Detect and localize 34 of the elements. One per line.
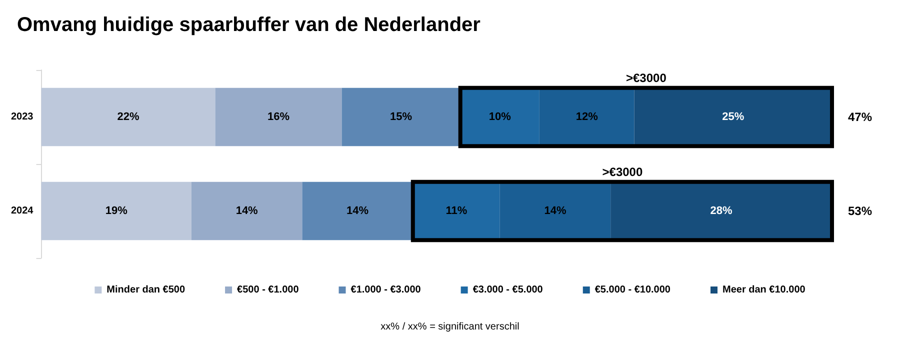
annotation: >€3000	[602, 164, 643, 179]
legend-label: Meer dan €10.000	[722, 284, 806, 296]
data-label: 15%	[390, 111, 412, 123]
bar	[539, 88, 634, 146]
annotation: 53%	[848, 204, 872, 218]
legend-label: Minder dan €500	[106, 284, 186, 296]
data-label: 28%	[710, 205, 733, 217]
y-tick-label: 2024	[10, 206, 34, 216]
bar	[342, 88, 460, 146]
data-label: 10%	[488, 111, 512, 123]
chart-title: Omvang huidige spaarbuffer van de Nederlander	[17, 14, 481, 36]
annotation: >€3000	[626, 70, 667, 85]
bar	[191, 182, 302, 240]
bar	[500, 182, 611, 240]
bar	[41, 182, 192, 240]
data-label: 14%	[236, 205, 258, 217]
data-label: 19%	[105, 205, 128, 217]
legend-label: €3.000 - €5.000	[472, 284, 544, 296]
data-label: 11%	[446, 205, 468, 217]
data-label: 14%	[346, 205, 369, 217]
data-label: 16%	[267, 111, 290, 123]
bar	[302, 182, 413, 240]
y-tick-label: 2023	[10, 112, 34, 122]
bar	[215, 88, 342, 146]
data-label: 22%	[117, 111, 140, 123]
data-label: 14%	[544, 205, 566, 217]
legend-label: €500 - €1.000	[237, 284, 300, 296]
data-label: 12%	[576, 111, 598, 123]
text: xx% / xx% = significant verschil	[380, 322, 520, 332]
legend-label: €5.000 - €10.000	[594, 284, 671, 296]
bar	[41, 88, 216, 146]
data-label: 25%	[722, 111, 744, 123]
annotation: 47%	[848, 110, 872, 124]
legend-label: €1.000 - €3.000	[350, 284, 422, 296]
